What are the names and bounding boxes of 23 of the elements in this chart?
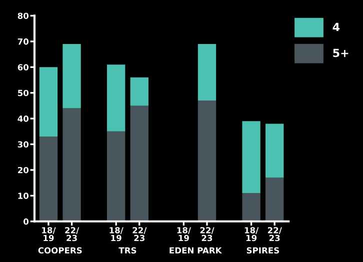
text: COOPERS xyxy=(38,247,82,254)
text: TRS xyxy=(118,247,136,254)
x-tick-label: 18/ 19 xyxy=(244,227,259,242)
text: EDEN PARK xyxy=(170,247,222,254)
y-tick-label: 0 xyxy=(24,218,29,225)
y-tick-label: 30 xyxy=(18,141,29,148)
x-tick-label: 22/ 23 xyxy=(65,227,80,242)
x-tick-label: 18/ 19 xyxy=(110,227,124,242)
legend-label: 4 xyxy=(332,22,340,31)
legend-label: 5+ xyxy=(333,48,348,58)
y-tick-label: 60 xyxy=(18,64,29,70)
x-tick-label: 22/ 23 xyxy=(268,227,282,242)
y-tick-label: 40 xyxy=(18,116,29,122)
x-tick-label: 22/ 23 xyxy=(132,227,147,242)
x-tick-label: 18/ 19 xyxy=(42,227,56,242)
x-tick-label: 18/ 19 xyxy=(177,227,191,242)
text: SPIRES xyxy=(246,247,279,254)
y-tick-label: 80 xyxy=(18,12,29,20)
x-tick-label: 22/ 23 xyxy=(200,227,214,242)
y-tick-label: 10 xyxy=(18,192,29,199)
y-tick-label: 70 xyxy=(18,38,29,45)
y-tick-label: 20 xyxy=(18,166,29,174)
y-tick-label: 50 xyxy=(18,90,29,96)
